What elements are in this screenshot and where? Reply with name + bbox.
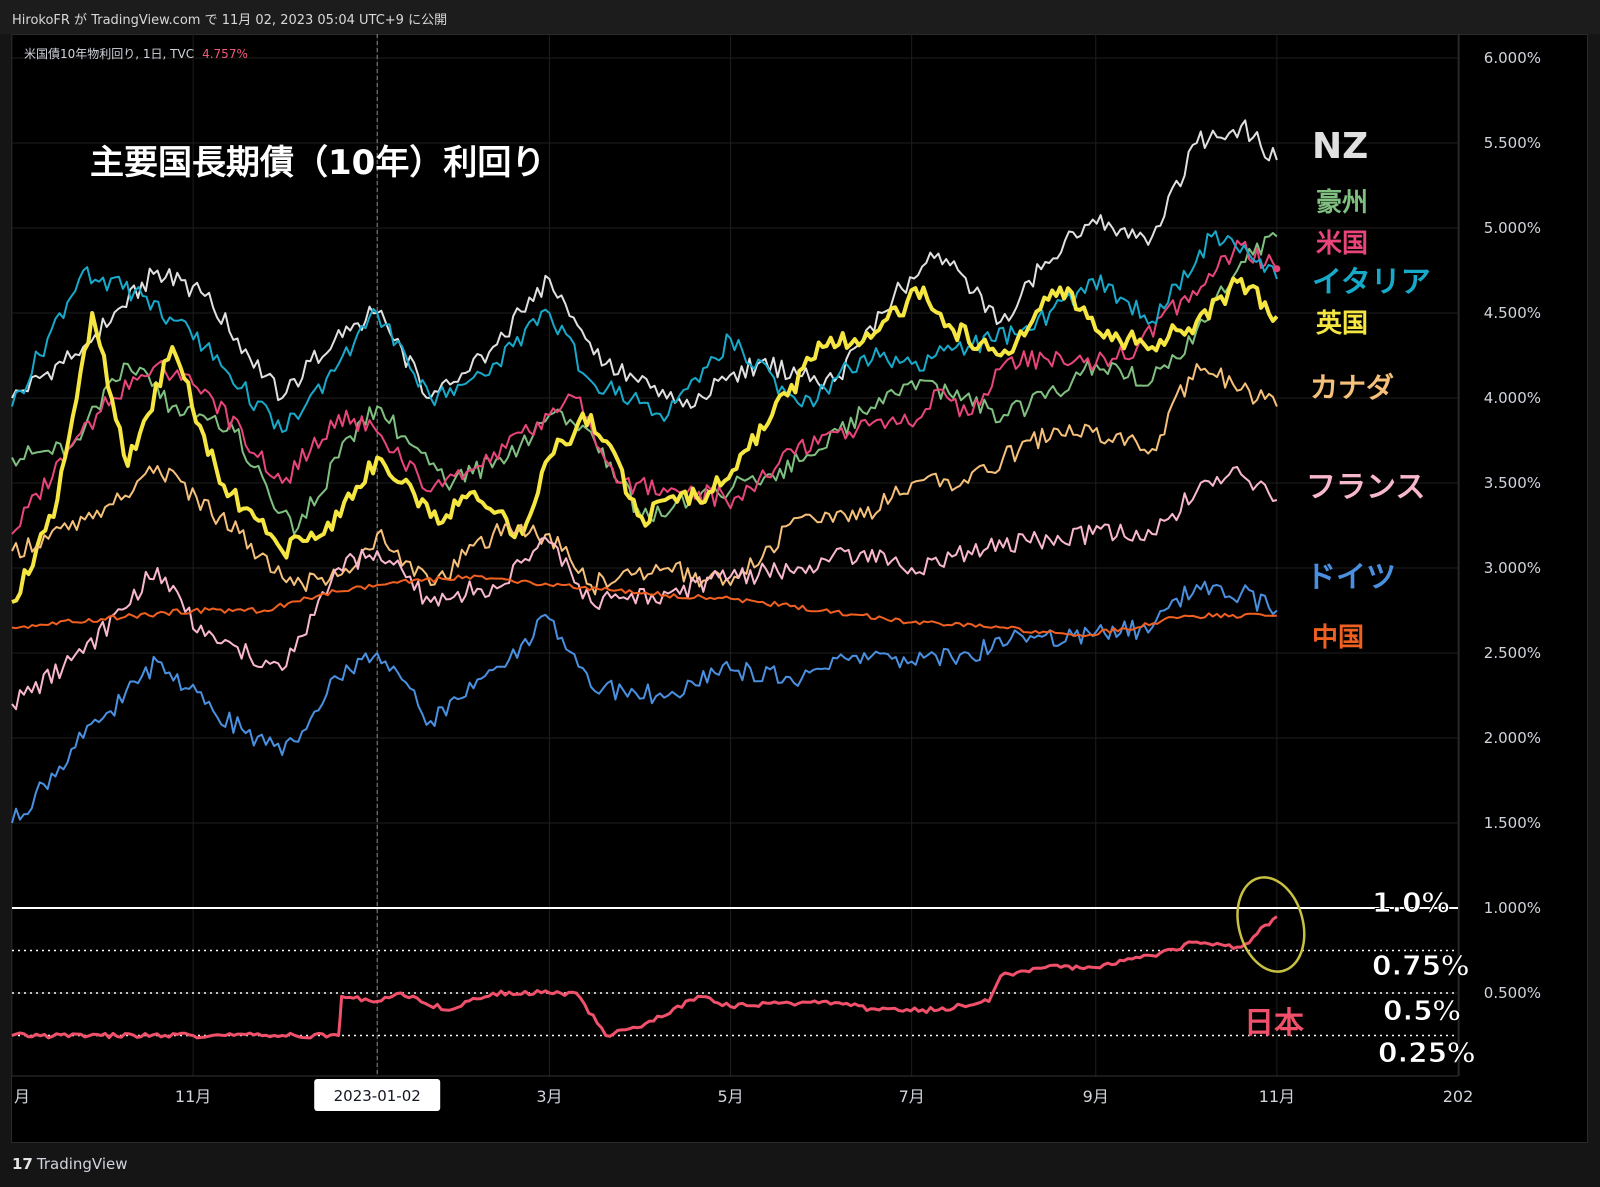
- y-tick-label: 6.000%: [1484, 49, 1541, 67]
- last-value-dot: [1273, 265, 1281, 273]
- series-line-2: [11, 232, 1278, 535]
- series-line-10: [11, 915, 1278, 1040]
- series-line-5: [11, 276, 1279, 604]
- series-line-7: [11, 466, 1278, 711]
- series-line-6: [11, 363, 1278, 596]
- x-tick-label: 5月: [717, 1087, 743, 1106]
- x-tick-label: 11月: [1259, 1087, 1295, 1106]
- y-tick-label: 5.000%: [1484, 219, 1541, 237]
- x-tick-label: 202: [1443, 1087, 1474, 1106]
- chart-frame[interactable]: [11, 34, 1588, 1143]
- y-tick-label: 4.000%: [1484, 389, 1541, 407]
- series-line-9: [11, 574, 1277, 638]
- crosshair-date-label: 2023-01-02: [334, 1087, 421, 1105]
- series-label: イタリア: [1312, 265, 1431, 300]
- reference-label: 0.5%: [1383, 994, 1461, 1027]
- series-label: 英国: [1316, 309, 1368, 339]
- series-label: 中国: [1312, 623, 1364, 653]
- series-line-1: [11, 119, 1278, 409]
- series-label: カナダ: [1310, 371, 1394, 404]
- y-tick-label: 1.500%: [1484, 814, 1541, 832]
- symbol-info: 米国債10年物利回り, 1日, TVC: [24, 46, 194, 61]
- series-label: 豪州: [1316, 187, 1368, 218]
- y-tick-label: 3.000%: [1484, 559, 1541, 577]
- series-line-4: [11, 230, 1278, 433]
- chart-canvas[interactable]: 6.000% 5.500% 5.000% 4.500% 4.000% 3.500% 3.00…: [0, 0, 1600, 1143]
- x-tick-label: 月: [14, 1087, 30, 1106]
- y-tick-label: 3.500%: [1484, 474, 1541, 492]
- tradingview-brand[interactable]: 17 TradingView: [12, 1155, 128, 1173]
- series-label: フランス: [1306, 470, 1425, 505]
- bottom-bar: 17 TradingView: [0, 1143, 1600, 1187]
- y-tick-label: 1.000%: [1484, 899, 1541, 917]
- series-label: 米国: [1316, 229, 1368, 259]
- tradingview-logo-icon: 17: [12, 1155, 33, 1173]
- y-tick-label: 0.500%: [1484, 984, 1541, 1002]
- chart-title: 主要国長期債（10年）利回り: [90, 143, 545, 183]
- x-tick-label: 9月: [1083, 1087, 1109, 1106]
- highlight-ellipse: [1236, 876, 1306, 973]
- y-tick-label: 4.500%: [1484, 304, 1541, 322]
- top-bar: HirokoFR が TradingView.com で 11月 02, 202…: [0, 0, 1600, 34]
- attribution-text: HirokoFR が TradingView.com で 11月 02, 202…: [12, 13, 448, 28]
- y-tick-label: 2.000%: [1484, 729, 1541, 747]
- series-line-3: [11, 239, 1278, 535]
- series-label: NZ: [1312, 126, 1368, 167]
- reference-label: 0.25%: [1378, 1036, 1475, 1069]
- series-label: ドイツ: [1306, 560, 1396, 595]
- x-tick-label: 7月: [899, 1087, 925, 1106]
- series-line-8: [11, 580, 1278, 824]
- x-tick-label: 11月: [175, 1087, 211, 1106]
- brand-name: TradingView: [36, 1155, 128, 1173]
- x-tick-label: 3月: [536, 1087, 562, 1106]
- y-tick-label: 2.500%: [1484, 644, 1541, 662]
- reference-label: 1.0%: [1372, 886, 1450, 919]
- reference-label: 0.75%: [1372, 949, 1469, 982]
- symbol-value: 4.757%: [202, 47, 248, 61]
- y-tick-label: 5.500%: [1484, 134, 1541, 152]
- series-label: 日本: [1244, 1006, 1304, 1041]
- crosshair-date-box: [314, 1079, 441, 1111]
